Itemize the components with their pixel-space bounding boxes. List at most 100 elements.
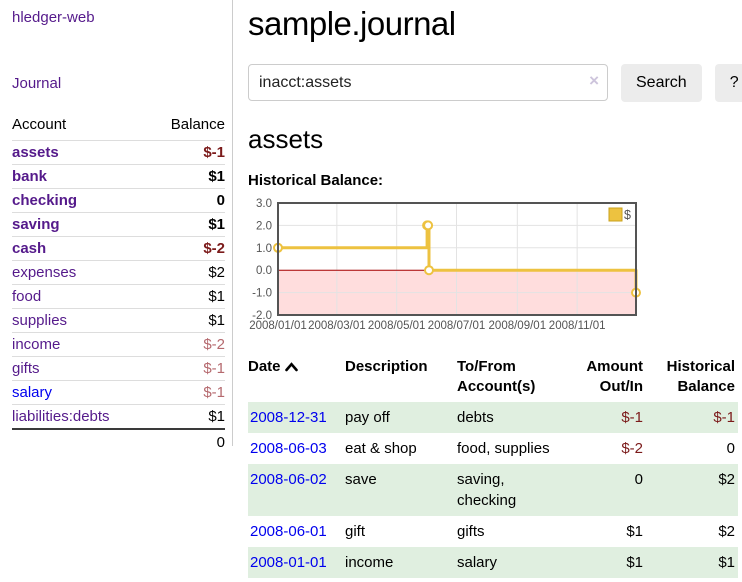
account-row: income $-2 <box>12 332 225 357</box>
account-balance: 0 <box>148 188 225 213</box>
register-amount-cell: $1 <box>626 523 643 541</box>
account-heading: assets <box>248 123 324 154</box>
register-table-body: 2008-12-31 pay off debts $-1 $-1 2008-06-03 ea… <box>248 402 738 579</box>
account-balance: $1 <box>148 308 225 333</box>
register-date-cell: 2008-06-01 <box>248 516 345 547</box>
register-header-date-label: Date <box>248 357 281 375</box>
search-form: × Search ? <box>248 64 742 102</box>
register-header-amount: Amount Out/In <box>586 357 643 395</box>
account-row: supplies $1 <box>12 308 225 333</box>
svg-text:1.0: 1.0 <box>256 242 272 254</box>
account-row: bank $1 <box>12 164 225 189</box>
register-header-date[interactable]: Date <box>248 355 345 403</box>
register-row: 2008-06-01 gift gifts $1 $2 <box>248 516 738 547</box>
svg-text:$: $ <box>624 208 631 222</box>
account-row: food $1 <box>12 284 225 309</box>
svg-text:2.0: 2.0 <box>256 220 272 232</box>
transaction-date-link[interactable]: 2008-06-02 <box>250 471 327 489</box>
accounts-header-row: Account Balance <box>12 113 225 141</box>
account-row: salary $-1 <box>12 380 225 405</box>
historical-balance-chart: $ -2.0 -1.0 0.0 1.0 2.0 3.0 2008/01/01 2008/03/0… <box>248 198 742 340</box>
account-balance: $1 <box>148 164 225 189</box>
account-row: saving $1 <box>12 212 225 237</box>
register-description-cell: eat & shop <box>345 440 417 458</box>
account-name-cell: liabilities:debts <box>12 404 149 429</box>
account-name-cell: cash <box>12 236 149 261</box>
sidebar-account-link[interactable]: saving <box>12 216 60 233</box>
account-name-cell: income <box>12 332 149 357</box>
account-row: assets $-1 <box>12 140 225 165</box>
account-balance: $-1 <box>148 380 225 405</box>
svg-text:2008/03/01: 2008/03/01 <box>308 320 366 332</box>
svg-text:-2.0: -2.0 <box>252 310 272 322</box>
search-input-wrap: × <box>248 64 608 102</box>
accounts-table-body: assets $-1 bank $1 checking 0 saving $1 cash $-2 e… <box>12 140 225 429</box>
register-row: 2008-01-01 income salary $1 $1 <box>248 547 738 579</box>
register-amount-cell: $-1 <box>565 402 651 434</box>
register-date-cell: 2008-06-02 <box>248 464 345 517</box>
account-balance: $2 <box>148 260 225 285</box>
register-accounts-cell: debts <box>457 402 565 434</box>
accounts-header-account: Account <box>12 116 67 133</box>
help-button[interactable]: ? <box>714 64 742 102</box>
account-name-cell: food <box>12 284 149 309</box>
sidebar-account-link[interactable]: checking <box>12 192 78 209</box>
transaction-date-link[interactable]: 2008-06-03 <box>250 440 327 458</box>
svg-text:3.0: 3.0 <box>256 198 272 210</box>
register-amount-cell: $-2 <box>621 440 643 458</box>
account-row: gifts $-1 <box>12 356 225 381</box>
register-balance-cell: $-1 <box>651 402 738 434</box>
register-date-cell: 2008-01-01 <box>248 547 345 579</box>
transaction-date-link[interactable]: 2008-06-01 <box>250 523 327 541</box>
account-name-cell: gifts <box>12 356 149 381</box>
sidebar-account-link[interactable]: salary <box>12 384 53 401</box>
account-balance: $-1 <box>148 140 225 165</box>
register-amount-cell: 0 <box>565 464 651 517</box>
accounts-total-spacer <box>12 428 149 455</box>
transaction-date-link[interactable]: 2008-12-31 <box>250 409 327 427</box>
account-row: cash $-2 <box>12 236 225 261</box>
brand-link[interactable]: hledger-web <box>12 9 95 26</box>
sidebar-account-link[interactable]: bank <box>12 168 48 185</box>
sidebar-account-link[interactable]: gifts <box>12 360 40 377</box>
svg-text:2008/05/01: 2008/05/01 <box>368 320 426 332</box>
sidebar-account-link[interactable]: expenses <box>12 264 77 281</box>
sidebar-account-link[interactable]: assets <box>12 144 59 161</box>
account-balance: $-2 <box>148 332 225 357</box>
register-header-accounts: To/From Account(s) <box>457 357 536 395</box>
account-name-cell: salary <box>12 380 149 405</box>
sidebar-account-link[interactable]: supplies <box>12 312 68 329</box>
register-balance-cell: $1 <box>651 547 738 579</box>
accounts-total-row: 0 <box>12 428 225 455</box>
register-header-balance: Historical Balance <box>666 357 735 395</box>
register-accounts-cell: salary <box>457 547 565 579</box>
sidebar-item-journal[interactable]: Journal <box>12 75 62 92</box>
svg-text:2008/07/01: 2008/07/01 <box>428 320 486 332</box>
register-description-cell: income <box>345 547 457 579</box>
svg-text:2008/11/01: 2008/11/01 <box>549 320 606 332</box>
register-balance-cell: $2 <box>651 464 738 517</box>
transaction-date-link[interactable]: 2008-01-01 <box>250 554 327 572</box>
sidebar-account-link[interactable]: liabilities:debts <box>12 408 110 425</box>
sidebar: hledger-web Journal Account Balance asse… <box>0 0 233 455</box>
sidebar-account-link[interactable]: cash <box>12 240 47 257</box>
register-header-description: Description <box>345 357 428 375</box>
account-name-cell: bank <box>12 164 149 189</box>
register-balance-cell: 0 <box>726 440 735 458</box>
sidebar-account-link[interactable]: income <box>12 336 61 353</box>
account-row: expenses $2 <box>12 260 225 285</box>
sidebar-account-link[interactable]: food <box>12 288 42 305</box>
register-table: Date Description To/From Account(s) Amou… <box>248 355 738 579</box>
account-name-cell: assets <box>12 140 149 165</box>
register-description-cell: save <box>345 464 457 517</box>
clear-search-icon[interactable]: × <box>589 71 599 91</box>
register-row: 2008-06-02 save saving, checking 0 $2 <box>248 464 738 517</box>
account-row: liabilities:debts $1 <box>12 404 225 429</box>
search-button[interactable]: Search <box>621 64 702 102</box>
account-name-cell: supplies <box>12 308 149 333</box>
register-row: 2008-12-31 pay off debts $-1 $-1 <box>248 402 738 434</box>
register-accounts-cell: saving, checking <box>457 464 565 517</box>
search-input[interactable] <box>248 64 608 102</box>
accounts-table: Account Balance assets $-1 bank $1 checking 0… <box>12 113 225 455</box>
account-balance: $1 <box>148 284 225 309</box>
